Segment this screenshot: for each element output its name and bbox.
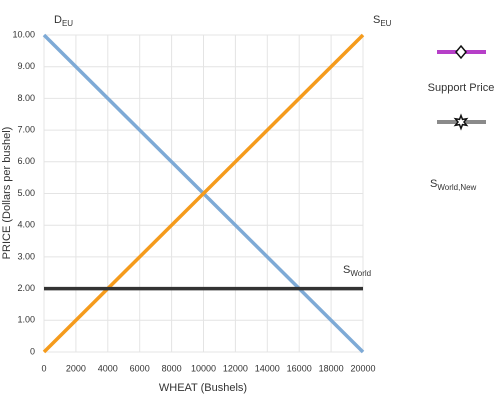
x-tick-label: 10000 — [191, 363, 216, 373]
x-tick-label: 4000 — [98, 363, 118, 373]
y-tick-label: 9.00 — [17, 61, 35, 71]
line-label-main: D — [54, 14, 62, 26]
line-label-subscript: EU — [380, 19, 391, 28]
y-tick-label: 2.00 — [17, 283, 35, 293]
legend-marker — [455, 44, 467, 60]
x-tick-label: 20000 — [350, 363, 375, 373]
line-label-subscript: EU — [62, 19, 73, 28]
x-tick-label: 12000 — [223, 363, 248, 373]
x-tick-label: 14000 — [255, 363, 280, 373]
y-tick-label: 3.00 — [17, 251, 35, 261]
line-label: SWorld — [343, 264, 371, 278]
y-tick-label: 1.00 — [17, 315, 35, 325]
legend-label-main: S — [430, 178, 437, 190]
y-tick-label: 0 — [30, 346, 35, 356]
x-tick-label: 2000 — [66, 363, 86, 373]
y-tick-label: 6.00 — [17, 156, 35, 166]
legend-marker — [453, 113, 469, 131]
x-tick-label: 8000 — [162, 363, 182, 373]
x-tick-label: 16000 — [287, 363, 312, 373]
legend-label-subscript: World,New — [437, 183, 476, 192]
line-label-subscript: World — [350, 269, 371, 278]
x-tick-label: 18000 — [319, 363, 344, 373]
y-tick-label: 5.00 — [17, 188, 35, 198]
legend-label: Support Price — [428, 82, 495, 94]
line-label: DEU — [54, 14, 73, 28]
line-label: SEU — [373, 14, 392, 28]
x-axis-label: WHEAT (Bushels) — [159, 382, 247, 394]
line-label-main: S — [343, 264, 350, 276]
y-axis-label: PRICE (Dollars per bushel) — [1, 127, 13, 260]
series-line — [42, 33, 365, 354]
y-tick-label: 8.00 — [17, 93, 35, 103]
y-tick-label: 4.00 — [17, 220, 35, 230]
legend-label: SWorld,New — [430, 178, 477, 192]
line-label-main: S — [373, 14, 380, 26]
y-tick-label: 10.00 — [12, 29, 35, 39]
x-tick-label: 6000 — [130, 363, 150, 373]
x-tick-label: 0 — [41, 363, 46, 373]
y-tick-label: 7.00 — [17, 124, 35, 134]
